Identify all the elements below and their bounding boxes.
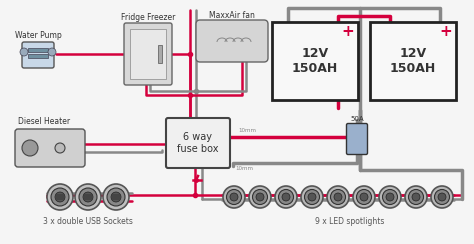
Circle shape — [51, 188, 69, 206]
Circle shape — [275, 186, 297, 208]
Circle shape — [55, 143, 65, 153]
Text: 50A: 50A — [350, 116, 364, 122]
Circle shape — [111, 192, 121, 202]
Circle shape — [308, 193, 316, 201]
Circle shape — [383, 190, 398, 204]
Circle shape — [334, 193, 342, 201]
Text: Diesel Heater: Diesel Heater — [18, 118, 70, 126]
Text: 12V
150AH: 12V 150AH — [390, 47, 436, 75]
Text: +: + — [342, 24, 355, 40]
FancyBboxPatch shape — [124, 23, 172, 85]
FancyBboxPatch shape — [22, 42, 54, 68]
Bar — [272, 22, 358, 100]
Text: 6 way
fuse box: 6 way fuse box — [177, 132, 219, 154]
Circle shape — [230, 193, 238, 201]
Circle shape — [356, 190, 372, 204]
Circle shape — [282, 193, 290, 201]
FancyBboxPatch shape — [346, 123, 367, 154]
Bar — [28, 54, 48, 58]
Circle shape — [386, 193, 394, 201]
Circle shape — [279, 190, 293, 204]
Circle shape — [83, 192, 93, 202]
Circle shape — [435, 190, 449, 204]
Text: MaxxAir fan: MaxxAir fan — [209, 11, 255, 20]
Circle shape — [405, 186, 427, 208]
Circle shape — [253, 190, 267, 204]
Circle shape — [330, 190, 346, 204]
Circle shape — [20, 48, 28, 56]
Circle shape — [438, 193, 446, 201]
Circle shape — [301, 186, 323, 208]
Circle shape — [75, 184, 101, 210]
Circle shape — [304, 190, 319, 204]
Circle shape — [47, 184, 73, 210]
FancyBboxPatch shape — [196, 20, 268, 62]
FancyBboxPatch shape — [15, 129, 85, 167]
Circle shape — [48, 48, 56, 56]
Circle shape — [431, 186, 453, 208]
Circle shape — [353, 186, 375, 208]
Bar — [28, 48, 48, 52]
Circle shape — [227, 190, 241, 204]
Circle shape — [327, 186, 349, 208]
Text: +: + — [439, 24, 452, 40]
Circle shape — [412, 193, 420, 201]
FancyBboxPatch shape — [166, 118, 230, 168]
Text: 10mm: 10mm — [238, 129, 256, 133]
Bar — [84, 194, 92, 200]
Text: 3 x double USB Sockets: 3 x double USB Sockets — [43, 217, 133, 226]
Circle shape — [360, 193, 368, 201]
Circle shape — [22, 140, 38, 156]
Text: Water Pump: Water Pump — [15, 31, 61, 41]
Text: 9 x LED spotlights: 9 x LED spotlights — [315, 217, 385, 226]
Text: 12V
150AH: 12V 150AH — [292, 47, 338, 75]
Circle shape — [249, 186, 271, 208]
Circle shape — [379, 186, 401, 208]
Circle shape — [107, 188, 125, 206]
Text: Fridge Freezer: Fridge Freezer — [121, 12, 175, 21]
Circle shape — [223, 186, 245, 208]
Bar — [130, 29, 166, 79]
Circle shape — [409, 190, 423, 204]
Circle shape — [103, 184, 129, 210]
Bar — [112, 194, 120, 200]
Bar — [158, 45, 162, 63]
Circle shape — [256, 193, 264, 201]
Text: 10mm: 10mm — [235, 165, 253, 171]
Circle shape — [79, 188, 97, 206]
Bar — [370, 22, 456, 100]
Bar — [56, 194, 64, 200]
Circle shape — [55, 192, 65, 202]
